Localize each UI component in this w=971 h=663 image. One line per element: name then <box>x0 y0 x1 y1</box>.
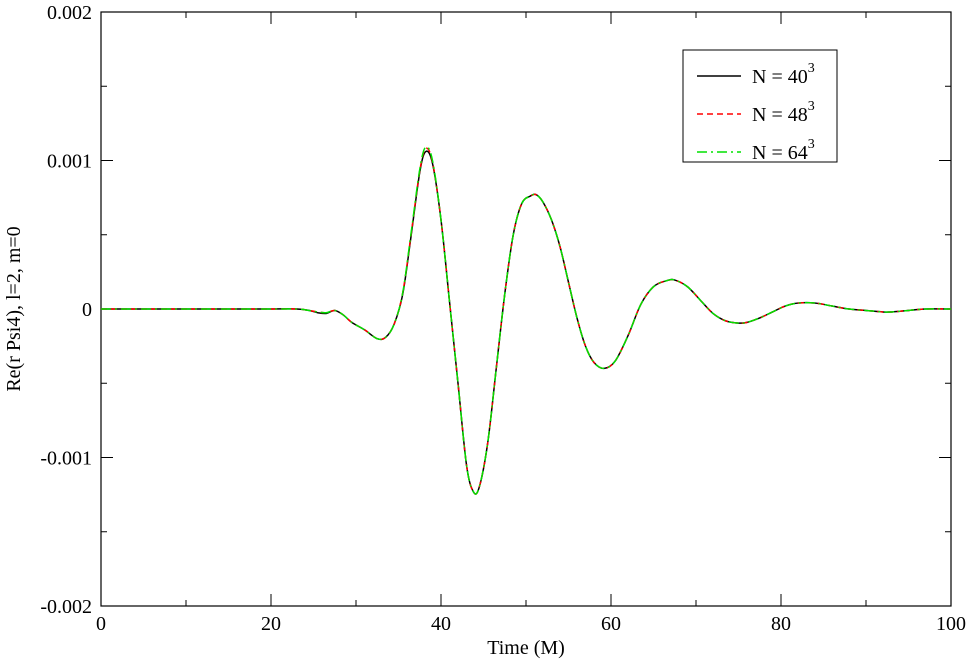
y-tick-label: -0.001 <box>40 448 92 470</box>
y-tick-label: 0.002 <box>47 2 92 24</box>
y-axis-label: Re(r Psi4), l=2, m=0 <box>3 226 25 391</box>
x-tick-label: 20 <box>261 613 281 635</box>
axis-tick-labels: 0 20 40 60 80 100 -0.002 -0.001 0 0.001 0.002 <box>40 2 966 635</box>
legend: N = 403 N = 483 N = 643 <box>682 49 838 164</box>
legend-label-1: N = 403 <box>752 61 815 88</box>
legend-box <box>682 49 838 163</box>
x-axis-label: Time (M) <box>487 637 565 659</box>
axis-ticks <box>100 11 952 607</box>
y-tick-label: 0 <box>82 299 92 321</box>
legend-label-exponent: 3 <box>808 61 815 76</box>
x-tick-label: 0 <box>96 613 106 635</box>
series-line-3 <box>101 146 952 495</box>
legend-label-2: N = 483 <box>752 99 815 126</box>
legend-label-exponent: 3 <box>808 99 815 114</box>
x-tick-label: 60 <box>601 613 621 635</box>
series-layer <box>101 146 952 495</box>
x-tick-label: 80 <box>771 613 791 635</box>
series-line-2 <box>101 147 952 495</box>
x-tick-label: 40 <box>431 613 451 635</box>
x-tick-label: 100 <box>936 613 966 635</box>
y-tick-label: -0.002 <box>40 596 92 618</box>
legend-label-exponent: 3 <box>808 137 815 152</box>
y-tick-label: 0.001 <box>47 151 92 173</box>
series-line-1 <box>101 150 952 495</box>
legend-label-3: N = 643 <box>752 137 815 164</box>
